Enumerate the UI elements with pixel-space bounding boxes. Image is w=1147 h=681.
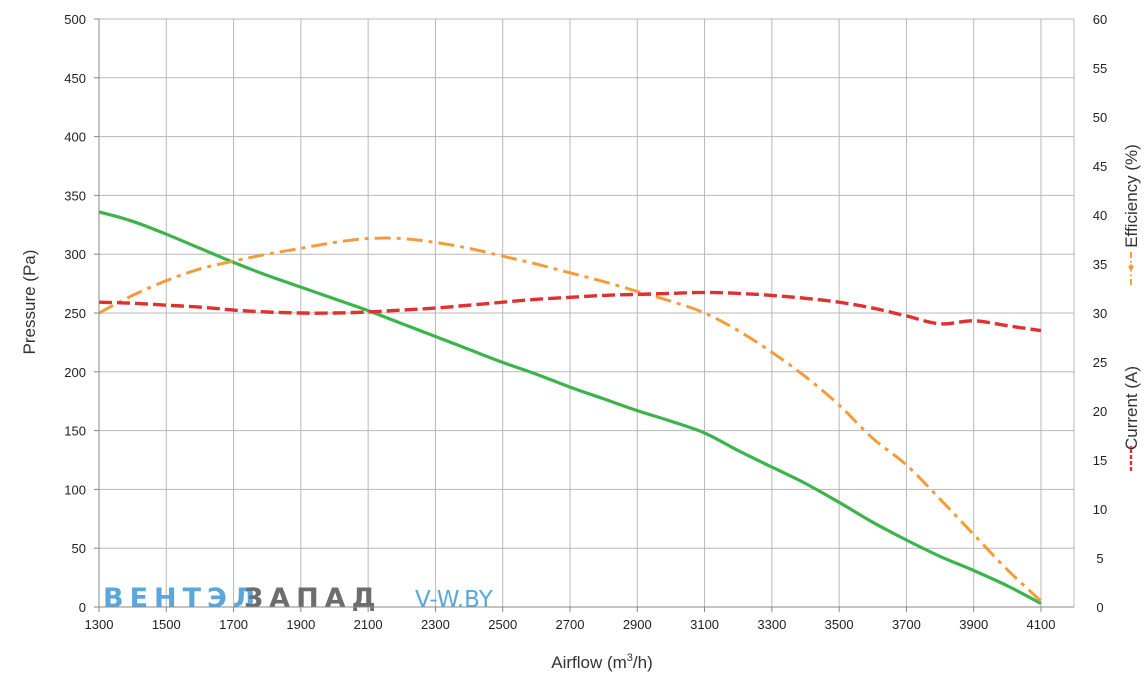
watermark-part3: V-W.BY [415,587,494,613]
y-tick-label: 450 [64,71,86,86]
watermark: ВЕНТЭЛ ЗАПАД V-W.BY [103,583,494,614]
series-line-current [98,290,1042,333]
y2-tick-label: 10 [1093,502,1107,517]
y2-tick-label: 40 [1093,208,1107,223]
y-tick-label: 300 [64,247,86,262]
y-axis-left-ticks: 0 50 100 150 200 250 300 350 400 450 500 [64,12,99,615]
y-axis-right-titles: Efficiency (%) Current (A) [1122,144,1141,471]
x-tick-label: 1500 [152,617,181,632]
y-axis-current-title: Current (A) [1122,366,1141,450]
y-tick-label: 0 [79,600,86,615]
y2-tick-label: 60 [1093,12,1107,27]
y-axis-efficiency-title: Efficiency (%) [1122,144,1141,248]
series-line-efficiency [98,236,1043,603]
x-tick-label: 3500 [825,617,854,632]
y2-tick-label: 30 [1093,306,1107,321]
x-tick-label: 3700 [892,617,921,632]
y-tick-label: 100 [64,482,86,497]
y2-tick-label: 35 [1093,257,1107,272]
y-tick-label: 150 [64,424,86,439]
x-tick-label: 2700 [556,617,585,632]
x-axis-title: Airflow (m3/h) [551,652,653,672]
y-tick-label: 50 [72,541,86,556]
series-lines [98,210,1043,605]
series-line-pressure [98,210,1042,605]
x-tick-label: 4100 [1027,617,1056,632]
y2-tick-label: 20 [1093,404,1107,419]
grid [99,18,1075,607]
x-tick-label: 3300 [757,617,786,632]
y2-tick-label: 0 [1096,600,1103,615]
x-tick-label: 3100 [690,617,719,632]
y2-tick-label: 5 [1096,551,1103,566]
y-tick-label: 350 [64,188,86,203]
x-tick-label: 2900 [623,617,652,632]
y-tick-label: 400 [64,130,86,145]
legend-efficiency-marker [1128,264,1134,270]
y2-tick-label: 45 [1093,159,1107,174]
x-tick-label: 2500 [488,617,517,632]
y-tick-label: 200 [64,365,86,380]
y2-tick-label: 15 [1093,453,1107,468]
y2-tick-label: 25 [1093,355,1107,370]
x-tick-label: 3900 [959,617,988,632]
x-axis-ticks: 1300 1500 1700 1900 2100 2300 2500 2700 2900 3100… [85,607,1056,632]
y-axis-left-title: Pressure (Pa) [20,250,39,355]
y2-tick-label: 50 [1093,110,1107,125]
watermark-part2: ЗАПАД [244,583,382,614]
y-axis-right-ticks: 0 5 10 15 20 25 30 35 40 45 50 55 60 [1093,12,1107,615]
y2-tick-label: 55 [1093,61,1107,76]
y-tick-label: 500 [64,12,86,27]
x-tick-label: 1700 [219,617,248,632]
y-tick-label: 250 [64,306,86,321]
x-tick-label: 1900 [286,617,315,632]
x-tick-label: 2300 [421,617,450,632]
watermark-part1: ВЕНТЭЛ [103,583,261,614]
x-tick-label: 2100 [354,617,383,632]
x-tick-label: 1300 [85,617,114,632]
